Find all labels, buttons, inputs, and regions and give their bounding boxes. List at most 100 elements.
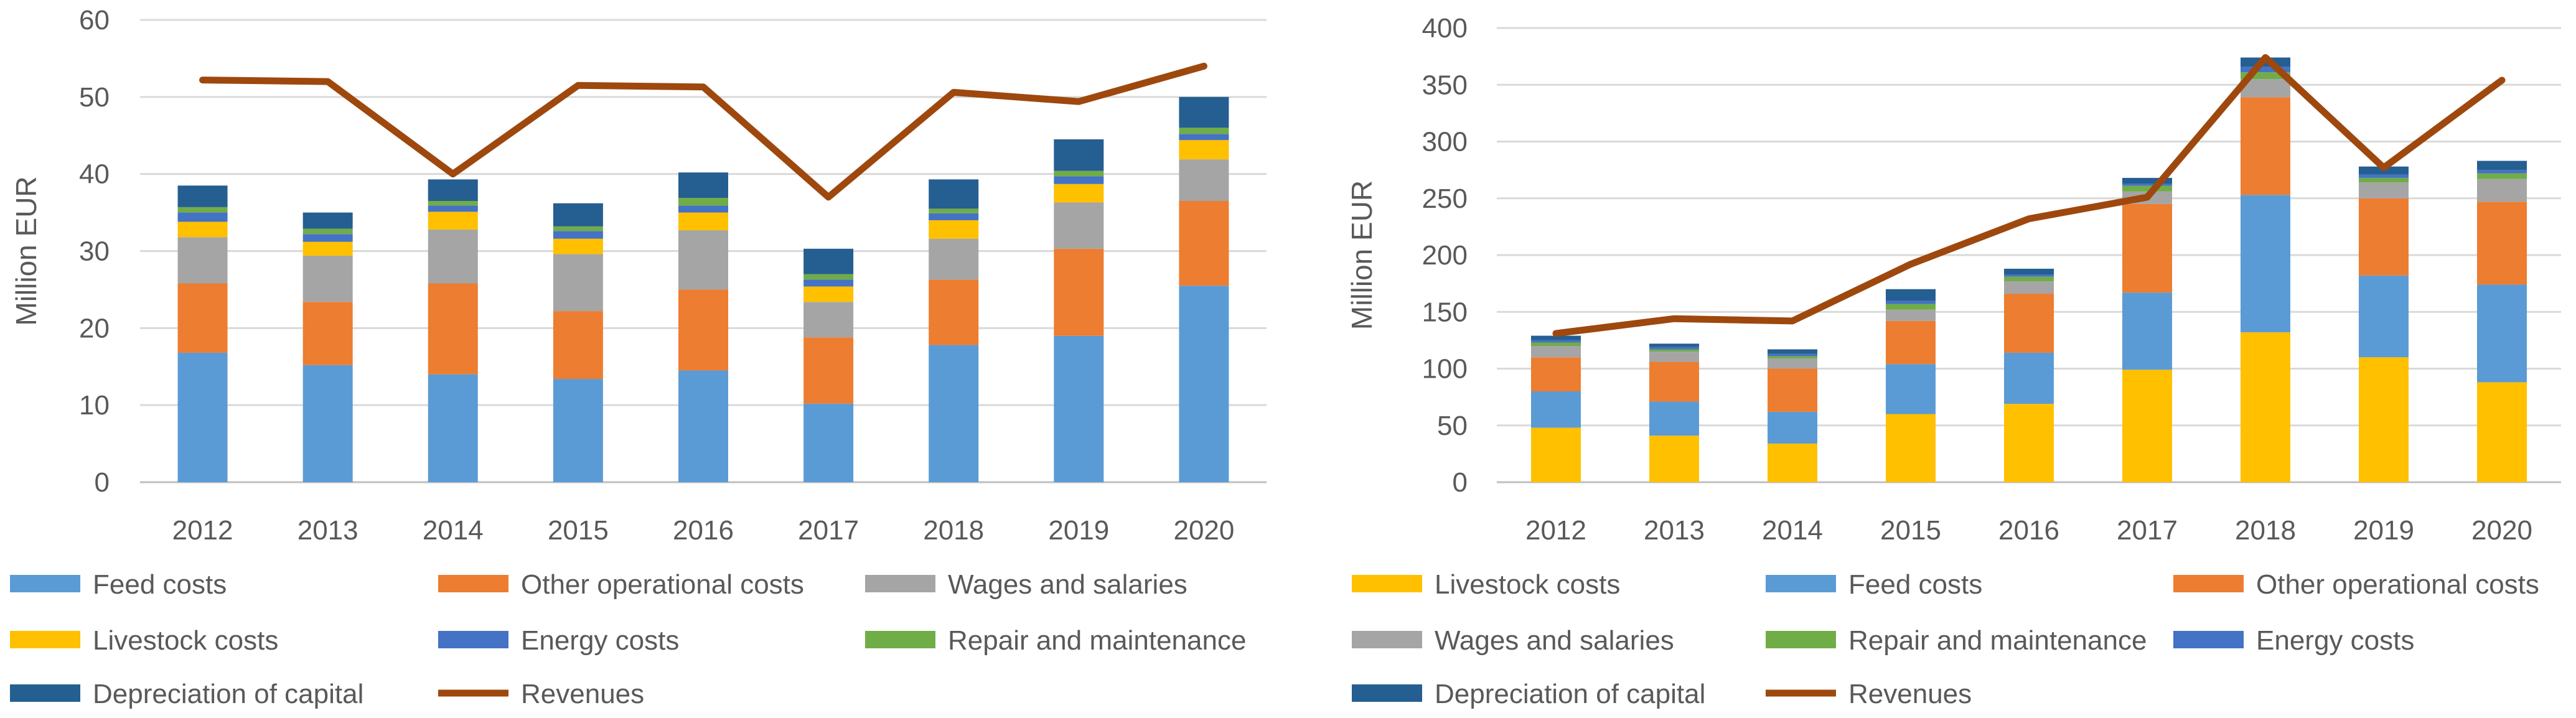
legend-swatch	[1766, 575, 1836, 592]
legend-item-energy: Energy costs	[438, 625, 679, 656]
legend-item-livestock: Livestock costs	[1352, 569, 1620, 600]
bar-segment-other	[2477, 202, 2527, 285]
x-tick-label: 2015	[548, 515, 609, 546]
bar-segment-livestock	[428, 212, 478, 230]
y-tick-label: 50	[1437, 411, 1468, 441]
bar-segment-other	[2241, 97, 2290, 195]
legend-label: Livestock costs	[93, 625, 278, 656]
bar-segment-repair	[177, 207, 228, 213]
y-tick-label: 350	[1422, 70, 1468, 100]
legend-swatch	[10, 575, 80, 592]
bar-segment-energy	[803, 279, 854, 287]
bar-segment-livestock	[1179, 140, 1229, 160]
bar-segment-livestock	[2004, 404, 2054, 482]
bar-segment-feed	[302, 365, 353, 482]
x-tick-label: 2013	[297, 515, 358, 546]
legend-swatch	[865, 575, 935, 592]
y-tick-label: 0	[1453, 467, 1468, 498]
bar-segment-depreciation	[428, 179, 478, 202]
bar-segment-other	[1054, 248, 1104, 336]
revenues-line	[199, 62, 1207, 201]
bar-segment-energy	[1179, 134, 1229, 141]
x-tick-label: 2018	[2235, 515, 2296, 546]
bar-segment-wages	[803, 302, 854, 338]
bar-segment-wages	[1886, 309, 1936, 321]
bar-segment-energy	[428, 205, 478, 212]
legend-label: Depreciation of capital	[93, 679, 363, 709]
y-tick-label: 400	[1422, 13, 1468, 44]
bar-segment-other	[1649, 361, 1699, 402]
bar-segment-other	[2122, 203, 2172, 293]
legend-swatch	[438, 575, 508, 592]
bar-segment-other	[302, 302, 353, 365]
y-tick-label: 60	[79, 5, 110, 35]
legend-item-other: Other operational costs	[2173, 569, 2539, 600]
y-tick-label: 200	[1422, 240, 1468, 271]
legend-label: Revenues	[521, 679, 644, 709]
bar-segment-repair	[1531, 342, 1581, 346]
bar-segment-feed	[428, 374, 478, 482]
bar-segment-other	[929, 279, 979, 345]
bar-segment-energy	[1886, 301, 1936, 304]
x-tick-label: 2019	[2353, 515, 2414, 546]
bar-segment-depreciation	[1768, 349, 1817, 354]
legend-item-feed: Feed costs	[1766, 569, 1982, 600]
bar-segment-livestock	[1649, 436, 1699, 482]
bar-segment-depreciation	[2477, 161, 2527, 170]
bar-segment-other	[2359, 198, 2409, 276]
legend-swatch	[865, 631, 935, 648]
legend-item-livestock: Livestock costs	[10, 625, 278, 656]
bar-segment-other	[553, 311, 603, 380]
bar-segment-energy	[553, 231, 603, 239]
bar-segment-energy	[302, 234, 353, 242]
bar-segment-wages	[177, 237, 228, 284]
bar-segment-wages	[2359, 182, 2409, 198]
bar-segment-depreciation	[1054, 139, 1104, 171]
x-tick-label: 2016	[1998, 515, 2059, 546]
bar-segment-other	[1886, 320, 1936, 365]
y-tick-label: 50	[79, 82, 110, 113]
legend-item-depreciation: Depreciation of capital	[10, 679, 363, 709]
bar-segment-repair	[2241, 72, 2290, 80]
bar-segment-feed	[1649, 401, 1699, 436]
bar-segment-wages	[2004, 281, 2054, 294]
legend-label: Energy costs	[521, 625, 679, 656]
bar-segment-depreciation	[1649, 343, 1699, 347]
legend-swatch	[1766, 631, 1836, 648]
bar-segment-other	[1531, 357, 1581, 391]
bar-segment-repair	[2359, 177, 2409, 183]
bar-segment-repair	[1886, 304, 1936, 310]
x-tick-label: 2020	[2471, 515, 2532, 546]
legend-swatch	[10, 684, 80, 702]
legend-label: Other operational costs	[2256, 569, 2539, 600]
y-tick-label: 40	[79, 159, 110, 190]
bar-segment-wages	[553, 254, 603, 312]
bar-segment-livestock	[803, 286, 854, 302]
bar-segment-other	[1179, 201, 1229, 286]
bar-segment-feed	[2122, 292, 2172, 370]
x-tick-label: 2018	[923, 515, 984, 546]
bar-segment-energy	[177, 212, 228, 222]
y-tick-label: 300	[1422, 127, 1468, 157]
legend-item-feed: Feed costs	[10, 569, 227, 600]
bar-segment-energy	[678, 205, 728, 213]
bar-segment-livestock	[2122, 370, 2172, 482]
revenues-line	[1552, 54, 2506, 337]
bar-segment-other	[177, 283, 228, 353]
legend-item-revenues: Revenues	[1766, 679, 1972, 709]
bar-segment-livestock	[1531, 427, 1581, 482]
legend-swatch	[1352, 575, 1422, 592]
y-tick-label: 250	[1422, 184, 1468, 214]
bar-segment-feed	[2241, 195, 2290, 333]
bar-segment-feed	[1768, 411, 1817, 444]
y-axis-title: Million EUR	[10, 176, 42, 325]
bar-segment-wages	[1649, 352, 1699, 362]
bar-segment-repair	[2122, 185, 2172, 192]
x-tick-label: 2017	[2117, 515, 2178, 546]
legend-label: Depreciation of capital	[1435, 679, 1705, 709]
legend-swatch	[1352, 631, 1422, 648]
bar-segment-repair	[553, 226, 603, 231]
legend-swatch	[2173, 631, 2244, 648]
x-tick-label: 2015	[1880, 515, 1941, 546]
